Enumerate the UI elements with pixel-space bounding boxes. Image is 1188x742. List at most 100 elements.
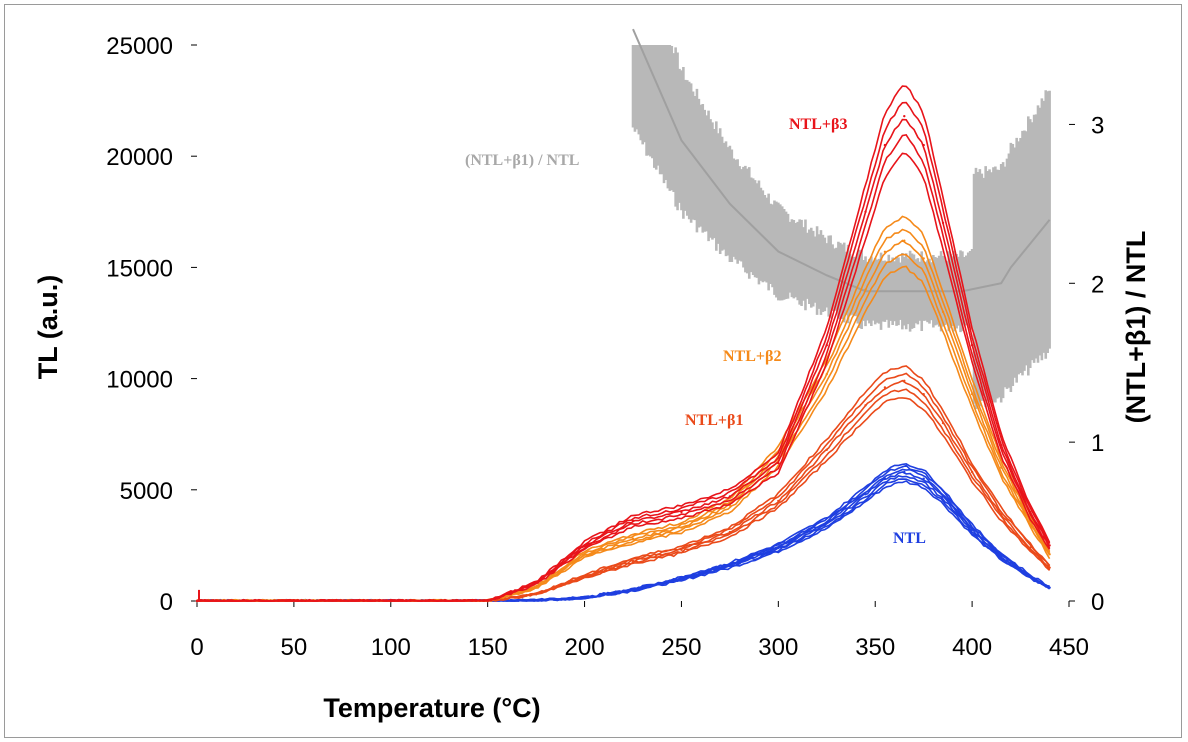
series-ntl-3-point: [1029, 510, 1032, 514]
tl-curves-layer: [195, 85, 1051, 603]
x-axis-ticks: 0 50 100 150 200 250 300 350 400 450: [190, 601, 1089, 661]
y2-tick-label: 2: [1091, 271, 1104, 298]
series-ntl-1-trace: [197, 397, 1051, 602]
series-ntl-3-point: [486, 599, 489, 603]
series-ntl-3-point: [825, 344, 828, 347]
series-ntl-point: [583, 596, 586, 599]
series-ntl-point: [825, 521, 828, 525]
series-ntl-1-point: [534, 593, 538, 596]
series-ntl-2-point: [922, 257, 925, 260]
x-tick-label: 450: [1049, 634, 1089, 661]
series-ntl-3-point: [534, 582, 538, 585]
series-ntl-3-trace: [196, 85, 1051, 602]
x-tick-label: 50: [281, 634, 308, 661]
series-ntl-point: [970, 528, 974, 532]
x-tick-label: 0: [190, 634, 203, 661]
series-ntl-2-point: [999, 466, 1003, 469]
series-ntl-3-point: [631, 519, 635, 523]
series-ntl-1-ntl-errorbars: [631, 45, 1051, 410]
series-ntl-point: [1048, 586, 1051, 589]
label-ntl-beta2: NTL+β2: [723, 348, 781, 365]
label-ratio: (NTL+β1) / NTL: [465, 152, 579, 169]
series-ntl-1-point: [922, 392, 925, 396]
series-ntl-point: [941, 495, 945, 498]
series-ntl-3-point: [777, 461, 780, 465]
series-ntl-1-point: [1029, 546, 1032, 549]
x-tick-label: 300: [758, 634, 798, 661]
y2-tick-label: 1: [1091, 430, 1104, 457]
chart-frame: 0 50 100 150 200 250 300 350 400 450 0 5000 10000 15…: [4, 4, 1182, 738]
series-ntl-2-point: [583, 553, 586, 556]
series-ntl-1-point: [970, 470, 974, 474]
x-axis-title: Temperature (°C): [323, 693, 540, 723]
series-ntl-point: [864, 493, 867, 496]
series-ntl-3-point: [883, 143, 887, 147]
series-ntl-point: [1029, 575, 1032, 578]
x-tick-label: 150: [468, 634, 508, 661]
series-ntl-1-point: [680, 548, 683, 552]
y-axis-ticks: 0 5000 10000 15000 20000 25000: [106, 33, 197, 616]
series-ntl-2-point: [680, 526, 683, 529]
series-ntl-1-ntl-line: [632, 28, 1051, 293]
x-tick-label: 400: [952, 634, 992, 661]
series-ntl-3-point: [389, 599, 392, 603]
tl-glow-curve-chart: 0 50 100 150 200 250 300 350 400 450 0 5000 10000 15…: [33, 28, 1151, 723]
label-ntl-beta1: NTL+β1: [685, 412, 743, 429]
series-ntl-3-point: [195, 599, 199, 603]
y2-axis-ticks: 0 1 2 3: [1069, 112, 1104, 616]
series-ntl-3: [195, 85, 1051, 603]
series-ntl-1-point: [883, 386, 887, 389]
series-ntl-1-point: [728, 530, 732, 534]
series-ntl-point: [680, 577, 683, 580]
series-ntl-1-point: [903, 379, 906, 383]
x-tick-label: 200: [565, 634, 605, 661]
series-ntl-point: [883, 477, 887, 480]
x-tick-label: 250: [661, 634, 701, 661]
series-ntl-1-trace: [196, 388, 1051, 602]
series-ntl-3-point: [864, 210, 867, 213]
series-ntl-1-point: [777, 499, 780, 503]
series-ntl-3-point: [903, 114, 906, 118]
y-axis-title: TL (a.u.): [33, 275, 63, 380]
series-ntl-point: [777, 546, 780, 549]
series-ntl-2-point: [970, 392, 974, 396]
series-ntl-point: [534, 599, 538, 602]
series-ntl-1-point: [825, 448, 828, 451]
y-tick-label: 10000: [106, 367, 173, 394]
series-ntl-1-point: [1048, 566, 1051, 569]
x-tick-label: 350: [855, 634, 895, 661]
series-ntl-2-point: [883, 250, 887, 254]
label-ntl-beta3: NTL+β3: [789, 116, 847, 133]
series-ntl-2-point: [903, 239, 906, 242]
y2-tick-label: 0: [1091, 589, 1104, 616]
series-ntl-2-point: [534, 586, 538, 589]
series-ntl-1-point: [631, 559, 635, 563]
series-ntl-point: [922, 477, 925, 480]
series-ntl-1-trace: [196, 379, 1050, 602]
series-ntl-3-point: [728, 495, 732, 498]
series-ntl-1-point: [941, 421, 945, 425]
series-ntl-point: [631, 588, 635, 592]
series-ntl-2-point: [1048, 553, 1051, 556]
series-ntl-3-point: [1048, 544, 1051, 547]
series-ntl-3-point: [970, 344, 974, 347]
series-ntl-3-point: [922, 143, 925, 147]
series-ntl-point: [999, 555, 1003, 558]
y-tick-label: 15000: [106, 255, 173, 282]
label-ntl: NTL: [893, 530, 926, 547]
series-ntl-2-point: [631, 537, 635, 540]
ratio-series-layer: [631, 28, 1051, 410]
series-ntl-3-point: [999, 444, 1003, 447]
series-ntl-1-point: [999, 513, 1003, 516]
y2-tick-label: 3: [1091, 112, 1104, 139]
series-ntl-1-point: [864, 404, 867, 407]
series-ntl-point: [728, 564, 732, 567]
x-tick-label: 100: [371, 634, 411, 661]
series-ntl-2-point: [864, 288, 867, 291]
series-ntl-3-point: [941, 221, 945, 225]
y-tick-label: 25000: [106, 33, 173, 60]
y-tick-label: 0: [160, 589, 173, 616]
series-ntl-3-point: [583, 544, 586, 547]
series-ntl-1-point: [583, 575, 586, 578]
y-tick-label: 20000: [106, 144, 173, 171]
